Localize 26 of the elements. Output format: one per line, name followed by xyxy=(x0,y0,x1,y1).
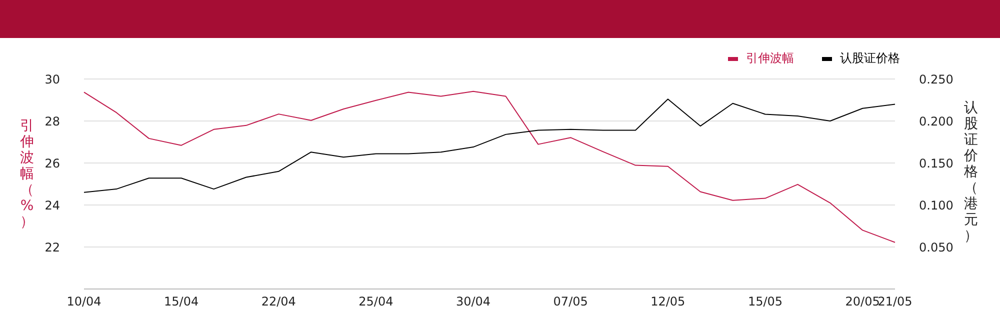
line-series xyxy=(84,98,896,193)
x-tick-label: 15/04 xyxy=(164,294,199,309)
legend-label: 引伸波幅 xyxy=(746,50,794,67)
y-tick-label: 30 xyxy=(44,72,60,86)
y-tick-label: 24 xyxy=(44,198,60,212)
x-tick-label: 07/05 xyxy=(553,294,588,309)
y-axis-title: 引伸波幅（%） xyxy=(19,118,35,230)
x-tick-label: 30/04 xyxy=(456,294,491,309)
y-tick-label: 26 xyxy=(44,156,60,170)
x-tick-label: 10/04 xyxy=(66,294,102,309)
y2-tick-label: 0.100 xyxy=(919,198,954,212)
x-tick-label: 25/04 xyxy=(358,294,394,309)
x-tick-label: 12/05 xyxy=(650,294,686,309)
y2-tick-label: 0.200 xyxy=(919,114,954,128)
y-tick-label: 22 xyxy=(44,240,60,254)
x-tick-label: 15/05 xyxy=(748,294,783,309)
x-tick-label: 22/04 xyxy=(261,294,296,309)
y2-tick-label: 0.150 xyxy=(919,156,954,170)
text: 认股证价格（港元） xyxy=(964,100,978,244)
x-tick-label: 21/05 xyxy=(878,294,912,309)
y-tick-label: 28 xyxy=(44,114,60,128)
x-tick-label: 20/05 xyxy=(845,294,880,309)
y2-tick-label: 0.050 xyxy=(919,240,954,254)
line-series xyxy=(84,90,896,243)
y2-tick-label: 0.250 xyxy=(919,72,954,86)
legend-label: 认股证价格 xyxy=(840,50,900,67)
